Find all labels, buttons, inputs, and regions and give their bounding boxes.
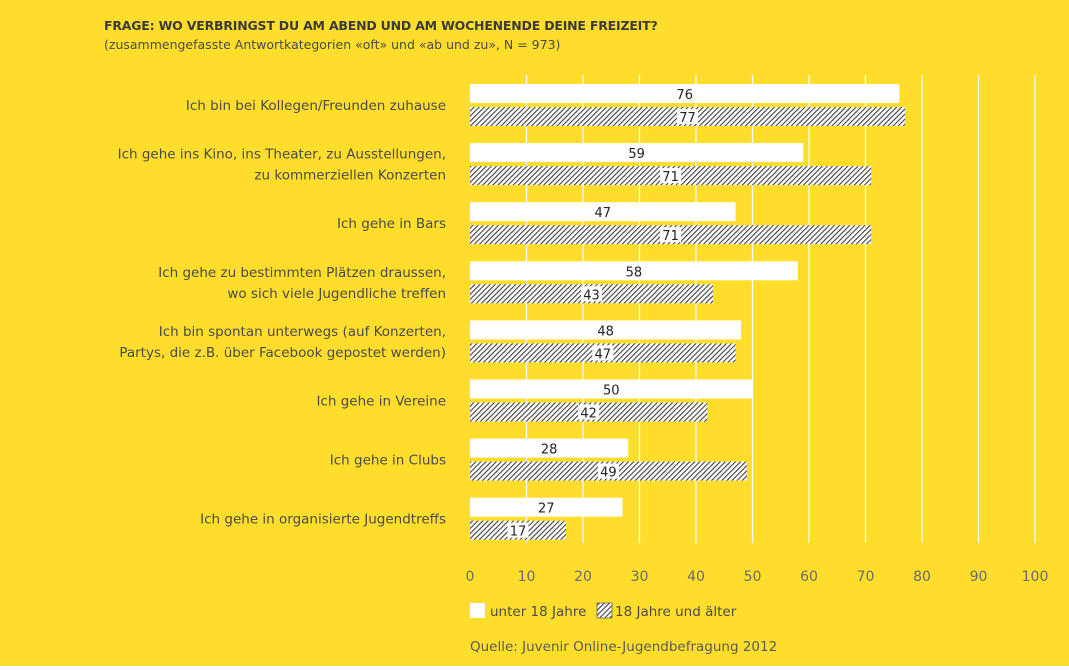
value-label-box [580, 286, 602, 302]
value-label-box [592, 345, 614, 361]
x-tick-label: 50 [744, 569, 762, 585]
legend-label-under-18: unter 18 Jahre [490, 604, 586, 620]
value-label: 76 [676, 88, 693, 103]
value-label-box [507, 522, 529, 538]
category-label: Partys, die z.B. über Facebook gepostet … [119, 345, 446, 361]
value-label: 27 [538, 502, 555, 517]
value-label: 49 [600, 466, 617, 481]
bar-under-18 [470, 379, 753, 399]
category-label: Ich gehe ins Kino, ins Theater, zu Ausst… [118, 147, 446, 163]
category-label: wo sich viele Jugendliche treffen [227, 286, 446, 302]
value-label: 47 [595, 347, 612, 362]
category-label: Ich bin spontan unterwegs (auf Konzerten… [159, 324, 446, 340]
category-label: Ich gehe in Bars [337, 216, 446, 232]
value-label: 48 [597, 324, 614, 339]
x-tick-label: 0 [466, 569, 475, 585]
value-label-box [578, 404, 600, 420]
category-label: zu kommerziellen Konzerten [254, 168, 446, 184]
value-label: 17 [510, 525, 527, 540]
bar-under-18 [470, 497, 623, 517]
bar-under-18 [470, 320, 742, 340]
x-tick-label: 90 [970, 569, 988, 585]
bar-under-18 [470, 143, 804, 163]
legend-swatch-under-18 [470, 603, 485, 618]
value-label: 71 [662, 229, 679, 244]
value-label: 71 [662, 170, 679, 185]
value-label: 50 [603, 384, 620, 399]
value-label: 28 [541, 443, 558, 458]
category-label: Ich gehe in Clubs [330, 453, 446, 469]
value-label-box [660, 227, 682, 243]
value-label: 59 [628, 147, 645, 162]
chart-title: FRAGE: WO VERBRINGST DU AM ABEND UND AM … [104, 18, 658, 33]
chart-subtitle: (zusammengefasste Antwortkategorien «oft… [104, 37, 561, 52]
value-label: 77 [679, 111, 696, 126]
legend-swatch-18-plus [596, 602, 613, 619]
bar-under-18 [470, 84, 900, 103]
bar-under-18 [470, 202, 736, 222]
category-label: Ich gehe zu bestimmten Plätzen draussen, [158, 265, 446, 281]
bar-under-18 [470, 438, 629, 458]
x-tick-label: 60 [800, 569, 818, 585]
x-tick-label: 70 [857, 569, 875, 585]
value-label-box [660, 168, 682, 184]
legend-label-18-plus: 18 Jahre und älter [615, 604, 737, 620]
value-label: 47 [595, 206, 612, 221]
value-label: 43 [583, 288, 600, 303]
value-label: 58 [626, 265, 643, 280]
bar-under-18 [470, 261, 798, 281]
source-note: Quelle: Juvenir Online-Jugendbefragung 2… [470, 639, 778, 655]
x-tick-label: 10 [518, 569, 536, 585]
category-label: Ich bin bei Kollegen/Freunden zuhause [186, 98, 446, 114]
x-tick-label: 40 [687, 569, 705, 585]
value-label: 42 [580, 407, 597, 422]
value-label-box [677, 109, 699, 124]
x-tick-label: 20 [574, 569, 592, 585]
x-tick-label: 80 [913, 569, 931, 585]
value-label-box [597, 463, 619, 479]
category-label: Ich gehe in organisierte Jugendtreffs [200, 512, 446, 528]
category-label: Ich gehe in Vereine [316, 394, 446, 410]
x-tick-label: 30 [631, 569, 649, 585]
x-tick-label: 100 [1022, 569, 1049, 585]
